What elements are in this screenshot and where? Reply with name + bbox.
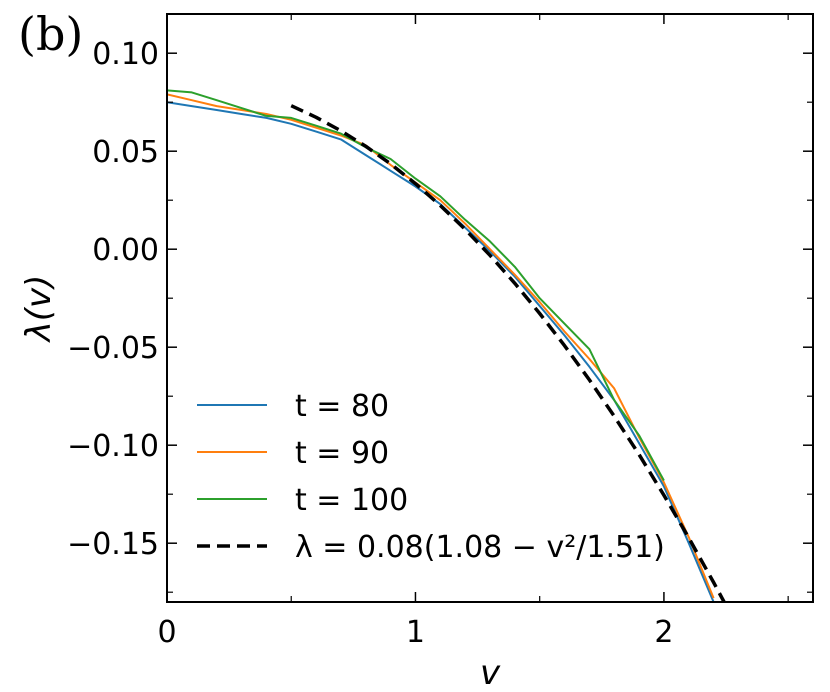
x-axis-label: v xyxy=(480,653,501,692)
x-tick-label-0: 0 xyxy=(157,615,176,650)
y-tick-label-2: 0.00 xyxy=(92,233,159,268)
legend-label-0: t = 80 xyxy=(295,389,389,424)
series-line-2 xyxy=(167,89,665,481)
y-tick-label-3: −0.05 xyxy=(67,331,159,366)
legend-label-2: t = 100 xyxy=(295,483,408,518)
y-tick-label-4: −0.10 xyxy=(67,429,159,464)
axes: 0 1 2 0.10 0.05 0.00 −0.05 −0.10 −0.15 v λ(v) xyxy=(19,13,814,692)
series-line-0 xyxy=(167,101,715,602)
x-tick-label-2: 2 xyxy=(654,615,673,650)
plot-area xyxy=(167,89,727,602)
y-tick-label-1: 0.05 xyxy=(92,135,159,170)
panel-label: (b) xyxy=(18,7,83,61)
plot-frame xyxy=(166,13,814,603)
legend-label-3: λ = 0.08(1.08 − v²/1.51) xyxy=(295,530,665,565)
y-tick-label-5: −0.15 xyxy=(67,527,159,562)
y-axis-label: λ(v) xyxy=(19,275,59,344)
y-tick-label-0: 0.10 xyxy=(92,37,159,72)
series-line-3 xyxy=(290,104,727,602)
legend: t = 80 t = 90 t = 100 λ = 0.08(1.08 − v²/1.… xyxy=(197,389,665,565)
x-tick-label-1: 1 xyxy=(406,615,425,650)
series-line-1 xyxy=(167,93,715,599)
legend-label-1: t = 90 xyxy=(295,436,389,471)
